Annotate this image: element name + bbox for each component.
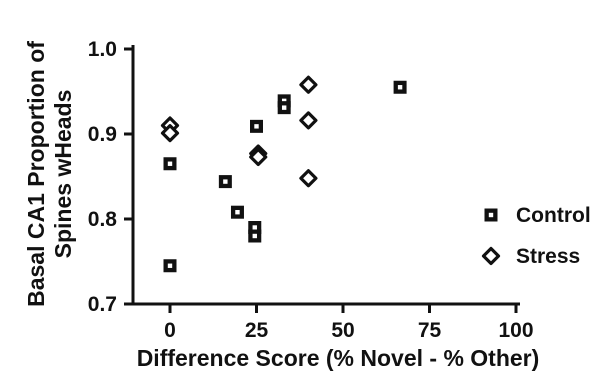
y-tick-label: 1.0 xyxy=(88,38,117,61)
y-tick-label: 0.7 xyxy=(88,293,117,316)
control-point-center xyxy=(254,124,259,129)
control-point-center xyxy=(281,105,287,110)
control-point-center xyxy=(223,179,228,184)
legend-label-control: Control xyxy=(516,204,591,227)
control-point xyxy=(248,229,262,243)
control-point xyxy=(218,175,232,189)
stress-point xyxy=(299,75,318,94)
x-tick-label: 75 xyxy=(418,319,442,342)
legend-label-stress: Stress xyxy=(516,245,580,268)
y-tick-label: 0.8 xyxy=(88,208,118,231)
data-points xyxy=(160,75,407,273)
stress-point xyxy=(299,111,318,130)
stress-point xyxy=(160,124,180,143)
x-axis-title: Difference Score (% Novel - % Other) xyxy=(137,345,540,371)
control-point xyxy=(163,259,177,273)
legend-marker-control xyxy=(484,208,498,222)
control-point xyxy=(393,80,407,94)
legend-marker-stress xyxy=(481,246,501,266)
stress-point xyxy=(249,147,268,167)
control-point-center xyxy=(235,210,240,215)
control-point xyxy=(250,119,263,133)
y-axis-title-line-2: Spines wHeads xyxy=(50,90,76,259)
legend-item-stress: Stress xyxy=(481,245,580,268)
x-tick-label: 25 xyxy=(245,319,269,342)
y-axis-title-line-1: Basal CA1 Proportion of xyxy=(23,41,49,307)
legend-item-control: Control xyxy=(484,204,591,227)
x-ticks: 0 25 50 75 100 xyxy=(164,304,534,342)
y-ticks: 0.7 0.8 0.9 1.0 xyxy=(88,38,133,316)
x-tick-label: 0 xyxy=(164,319,176,342)
axes xyxy=(131,45,520,306)
control-point-center xyxy=(252,225,257,230)
control-point xyxy=(230,205,244,219)
legend-marker-control-center xyxy=(488,212,494,218)
control-point-center xyxy=(252,233,257,239)
control-point-center xyxy=(167,263,173,268)
control-point-center xyxy=(397,85,403,90)
legend: Control Stress xyxy=(481,204,591,268)
x-tick-label: 50 xyxy=(331,319,354,342)
stress-point xyxy=(299,169,318,188)
y-tick-label: 0.9 xyxy=(88,123,117,146)
control-point xyxy=(277,101,291,115)
y-axis-title: Basal CA1 Proportion of Spines wHeads xyxy=(23,41,76,307)
x-tick-label: 100 xyxy=(498,319,533,342)
control-point-center xyxy=(167,161,173,166)
control-point xyxy=(163,157,177,171)
control-point-center xyxy=(281,98,287,104)
